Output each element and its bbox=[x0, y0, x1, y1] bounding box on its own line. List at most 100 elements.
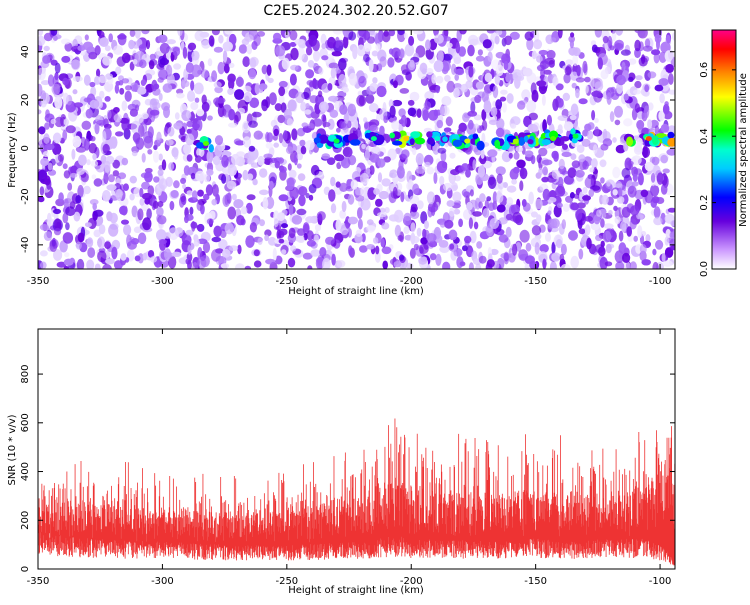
heatmap-cell bbox=[496, 204, 506, 213]
heatmap-cell bbox=[47, 212, 52, 224]
heatmap-cell bbox=[245, 202, 253, 214]
heatmap-cell bbox=[94, 123, 100, 135]
heatmap-cell bbox=[609, 111, 615, 123]
heatmap-cell bbox=[161, 159, 167, 171]
heatmap-x-tick-label: -250 bbox=[275, 276, 298, 287]
heatmap-cell bbox=[38, 30, 44, 36]
heatmap-cell bbox=[381, 246, 392, 255]
heatmap-cell bbox=[242, 169, 249, 181]
heatmap-cell bbox=[306, 239, 316, 247]
heatmap-cell bbox=[633, 235, 638, 242]
heatmap-cell bbox=[453, 57, 462, 65]
heatmap-cell bbox=[334, 154, 345, 162]
heatmap-cell bbox=[596, 209, 602, 217]
heatmap-cell bbox=[327, 36, 336, 49]
heatmap-cell bbox=[588, 189, 595, 197]
heatmap-cell bbox=[620, 220, 627, 233]
heatmap-cell bbox=[300, 145, 307, 155]
heatmap-cell bbox=[612, 137, 617, 143]
heatmap-cell bbox=[108, 174, 115, 183]
heatmap-cell bbox=[166, 122, 172, 128]
heatmap-cell bbox=[195, 170, 206, 182]
heatmap-cell bbox=[468, 262, 474, 269]
heatmap-cell bbox=[113, 113, 123, 123]
heatmap-cell bbox=[220, 263, 230, 269]
heatmap-cell bbox=[339, 104, 348, 115]
heatmap-cell bbox=[190, 102, 199, 110]
heatmap-cell bbox=[542, 119, 547, 133]
heatmap-cell bbox=[40, 80, 50, 86]
heatmap-cell bbox=[481, 132, 486, 144]
heatmap-cell bbox=[206, 150, 214, 164]
heatmap-cell bbox=[400, 114, 408, 127]
heatmap-cell bbox=[562, 203, 570, 212]
heatmap-cell bbox=[641, 230, 647, 237]
heatmap-cell bbox=[157, 34, 168, 43]
heatmap-cell bbox=[167, 126, 175, 137]
heatmap-cell bbox=[582, 186, 588, 194]
snr-panel: -350 -300 -250 -200 -150 -100 0 200 400 600 800 He… bbox=[7, 328, 676, 596]
heatmap-cell bbox=[562, 143, 568, 150]
heatmap-cell bbox=[594, 118, 599, 123]
heatmap-cell bbox=[259, 168, 268, 178]
heatmap-cell bbox=[279, 228, 288, 236]
heatmap-cell bbox=[526, 37, 534, 51]
heatmap-cell bbox=[602, 128, 608, 140]
heatmap-cell bbox=[653, 216, 663, 226]
heatmap-cell bbox=[96, 68, 101, 78]
colorbar: 0.0 0.2 0.4 0.6 Normalized spectral amplitu… bbox=[699, 29, 749, 277]
heatmap-cell bbox=[482, 39, 492, 49]
heatmap-cell bbox=[541, 176, 549, 183]
heatmap-cell bbox=[319, 247, 327, 257]
heatmap-cell bbox=[274, 103, 283, 112]
heatmap-cell bbox=[64, 42, 73, 52]
heatmap-cell bbox=[54, 72, 59, 81]
heatmap-cell bbox=[281, 57, 290, 70]
snr-x-tick-label: -350 bbox=[27, 576, 50, 587]
heatmap-cell bbox=[263, 153, 273, 159]
heatmap-cell bbox=[599, 159, 607, 168]
heatmap-cell bbox=[102, 130, 107, 144]
heatmap-cell bbox=[63, 266, 69, 269]
heatmap-cell bbox=[364, 149, 370, 161]
heatmap-cell bbox=[126, 234, 132, 247]
heatmap-cell bbox=[150, 255, 158, 263]
heatmap-cell bbox=[339, 120, 344, 129]
heatmap-cell bbox=[551, 150, 559, 160]
heatmap-cell bbox=[158, 93, 163, 101]
heatmap-cell bbox=[218, 239, 228, 250]
heatmap-cell bbox=[76, 258, 85, 269]
heatmap-cell bbox=[551, 252, 561, 262]
heatmap-cell bbox=[231, 153, 240, 166]
heatmap-cell bbox=[478, 255, 487, 264]
heatmap-cell bbox=[611, 30, 617, 42]
heatmap-cell bbox=[253, 249, 260, 257]
heatmap-cell bbox=[533, 39, 543, 50]
heatmap-cell bbox=[207, 115, 213, 121]
heatmap-cell bbox=[516, 159, 526, 169]
heatmap-cell bbox=[369, 82, 379, 92]
heatmap-cell bbox=[296, 152, 303, 161]
heatmap-cell bbox=[318, 67, 324, 75]
heatmap-cell bbox=[662, 103, 670, 115]
heatmap-cell bbox=[542, 159, 553, 166]
heatmap-cell bbox=[212, 155, 221, 166]
heatmap-cell bbox=[437, 50, 444, 63]
heatmap-frame bbox=[37, 29, 676, 270]
heatmap-cell bbox=[499, 96, 507, 102]
heatmap-cell bbox=[144, 171, 153, 183]
heatmap-cell bbox=[158, 178, 168, 190]
heatmap-cell bbox=[269, 157, 278, 163]
heatmap-cell bbox=[298, 194, 306, 207]
snr-x-axis-label: Height of straight line (km) bbox=[288, 585, 424, 596]
heatmap-cell bbox=[388, 48, 394, 55]
heatmap-cell bbox=[557, 124, 563, 132]
heatmap-cell bbox=[185, 229, 194, 236]
heatmap-cell bbox=[391, 99, 403, 107]
heatmap-cell bbox=[347, 194, 355, 205]
heatmap-cell bbox=[463, 209, 472, 221]
heatmap-cell bbox=[426, 166, 435, 175]
heatmap-cell bbox=[342, 35, 349, 49]
heatmap-cell bbox=[328, 189, 336, 202]
heatmap-cell bbox=[452, 191, 462, 203]
